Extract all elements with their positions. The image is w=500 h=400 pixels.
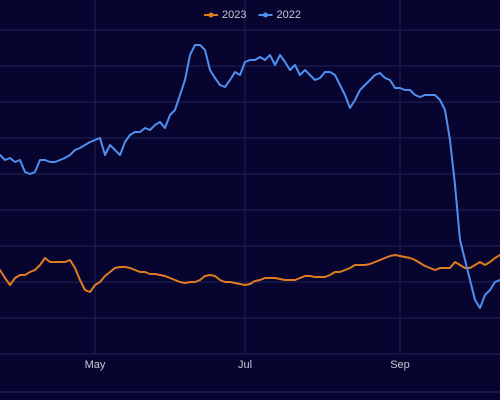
legend-label: 2022 [276,9,300,21]
x-tick-label: Sep [390,359,410,371]
x-tick-label: May [85,359,106,371]
x-tick-label: Jul [238,359,252,371]
legend-swatch [262,12,268,18]
line [0,254,500,293]
legend-swatch [208,12,214,18]
line [0,44,500,309]
plot [0,44,500,309]
legend-label: 2023 [222,9,246,21]
x-axis: May Jul Sep [85,359,410,371]
legend: 2023 2022 [204,9,301,21]
grid [0,0,500,355]
